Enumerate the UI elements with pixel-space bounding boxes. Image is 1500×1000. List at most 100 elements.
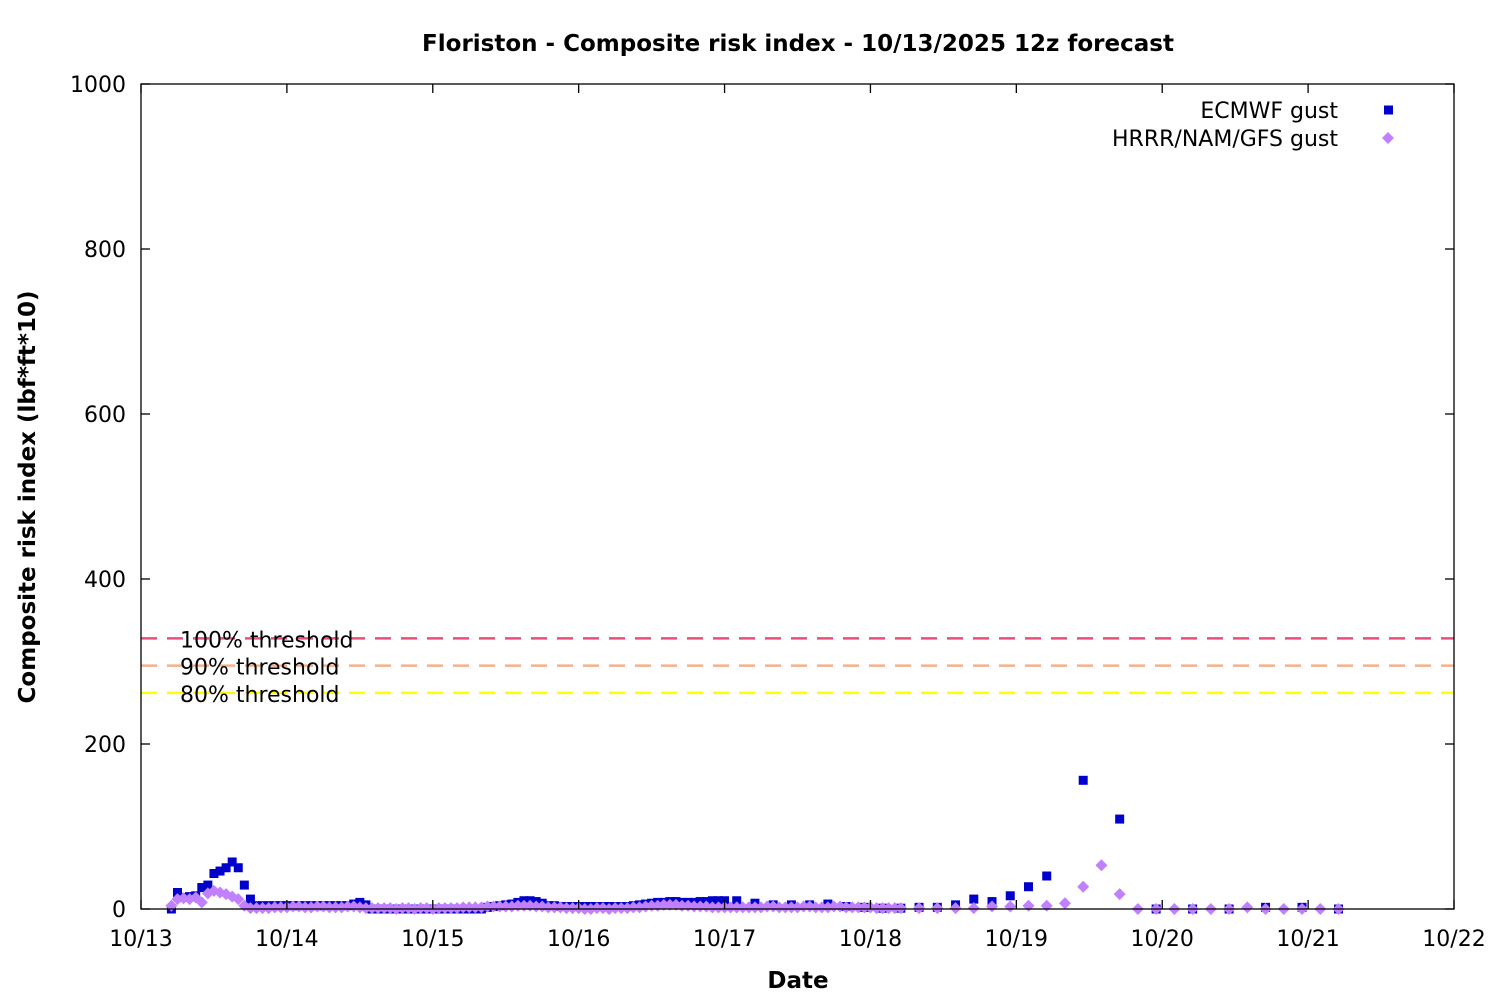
y-tick-label: 0 [112,898,126,923]
ecmwf-point [203,880,213,890]
series-1 [165,859,1345,915]
ecmwf-point [197,883,207,893]
hrrr-point [250,902,263,915]
x-tick-label: 10/13 [109,927,172,952]
ecmwf-point [233,863,243,873]
hrrr-point [840,901,853,914]
x-tick-label: 10/19 [985,927,1048,952]
hrrr-point [785,901,798,914]
hrrr-point [590,902,603,915]
hrrr-point [846,901,859,914]
hrrr-point [566,902,579,915]
hrrr-point [1077,880,1090,893]
threshold-label: 90% threshold [180,656,340,681]
hrrr-point [445,902,458,915]
legend-diamond-marker [1382,132,1394,144]
hrrr-point [256,902,269,915]
hrrr-point [931,902,944,915]
hrrr-point [299,901,312,914]
hrrr-point [1040,899,1053,912]
x-tick-label: 10/17 [693,927,756,952]
ecmwf-point [1078,775,1088,785]
hrrr-point [858,901,871,914]
hrrr-point [323,901,336,914]
ecmwf-point [172,888,182,897]
x-tick-label: 10/15 [401,927,464,952]
hrrr-point [706,901,719,914]
hrrr-point [748,901,761,914]
ecmwf-point [1042,871,1052,881]
hrrr-point [815,901,828,914]
hrrr-point [852,901,865,914]
ecmwf-point [227,857,237,867]
hrrr-point [244,902,257,915]
hrrr-point [1004,900,1017,913]
hrrr-point [742,901,755,914]
ecmwf-point [239,880,249,890]
hrrr-point [736,901,749,914]
hrrr-point [232,893,245,906]
hrrr-point [967,902,980,915]
hrrr-point [809,901,822,914]
legend-label: HRRR/NAM/GFS gust [1112,127,1338,152]
y-tick-label: 600 [84,403,126,428]
hrrr-point [372,902,385,915]
x-tick-label: 10/14 [255,927,318,952]
hrrr-point [359,902,372,915]
hrrr-point [627,901,640,914]
hrrr-point [730,901,743,914]
ecmwf-point [221,863,231,873]
ecmwf-point [215,866,225,876]
y-tick-label: 800 [84,238,126,263]
x-tick-label: 10/20 [1131,927,1194,952]
hrrr-point [1022,899,1035,912]
hrrr-point [949,902,962,915]
hrrr-point [560,902,573,915]
threshold-label: 80% threshold [180,683,340,708]
ecmwf-point [1115,814,1125,824]
hrrr-point [432,902,445,915]
y-tick-label: 400 [84,568,126,593]
ecmwf-point [707,896,717,906]
hrrr-point [1058,897,1071,910]
hrrr-point [438,902,451,915]
x-axis-label: Date [767,968,828,994]
threshold-label: 100% threshold [180,628,354,653]
ecmwf-point [732,896,742,906]
legend-label: ECMWF gust [1200,99,1338,124]
hrrr-point [396,902,409,915]
hrrr-point [870,902,883,915]
legend-square-marker [1384,105,1393,115]
ecmwf-point [713,896,723,906]
ecmwf-point [245,894,255,904]
hrrr-point [195,896,208,909]
ecmwf-point [969,894,979,904]
hrrr-point [463,901,476,914]
hrrr-point [548,901,561,914]
chart-title: Floriston - Composite risk index - 10/13… [422,31,1174,57]
hrrr-point [609,902,622,915]
hrrr-point [469,901,482,914]
hrrr-point [724,901,737,914]
hrrr-point [663,898,676,911]
hrrr-point [773,901,786,914]
hrrr-point [894,902,907,915]
ecmwf-point [209,869,219,879]
hrrr-point [1095,859,1108,872]
x-tick-label: 10/22 [1422,927,1485,952]
series-0 [166,775,1344,914]
hrrr-point [329,901,342,914]
plot-frame [140,83,1455,910]
hrrr-point [1113,888,1126,901]
x-tick-label: 10/16 [547,927,610,952]
hrrr-point [888,902,901,915]
hrrr-point [457,901,470,914]
ecmwf-point [1005,891,1015,901]
hrrr-point [365,902,378,915]
hrrr-point [274,901,287,914]
y-tick-label: 200 [84,733,126,758]
x-tick-label: 10/18 [839,927,902,952]
hrrr-point [882,902,895,915]
hrrr-point [378,902,391,915]
